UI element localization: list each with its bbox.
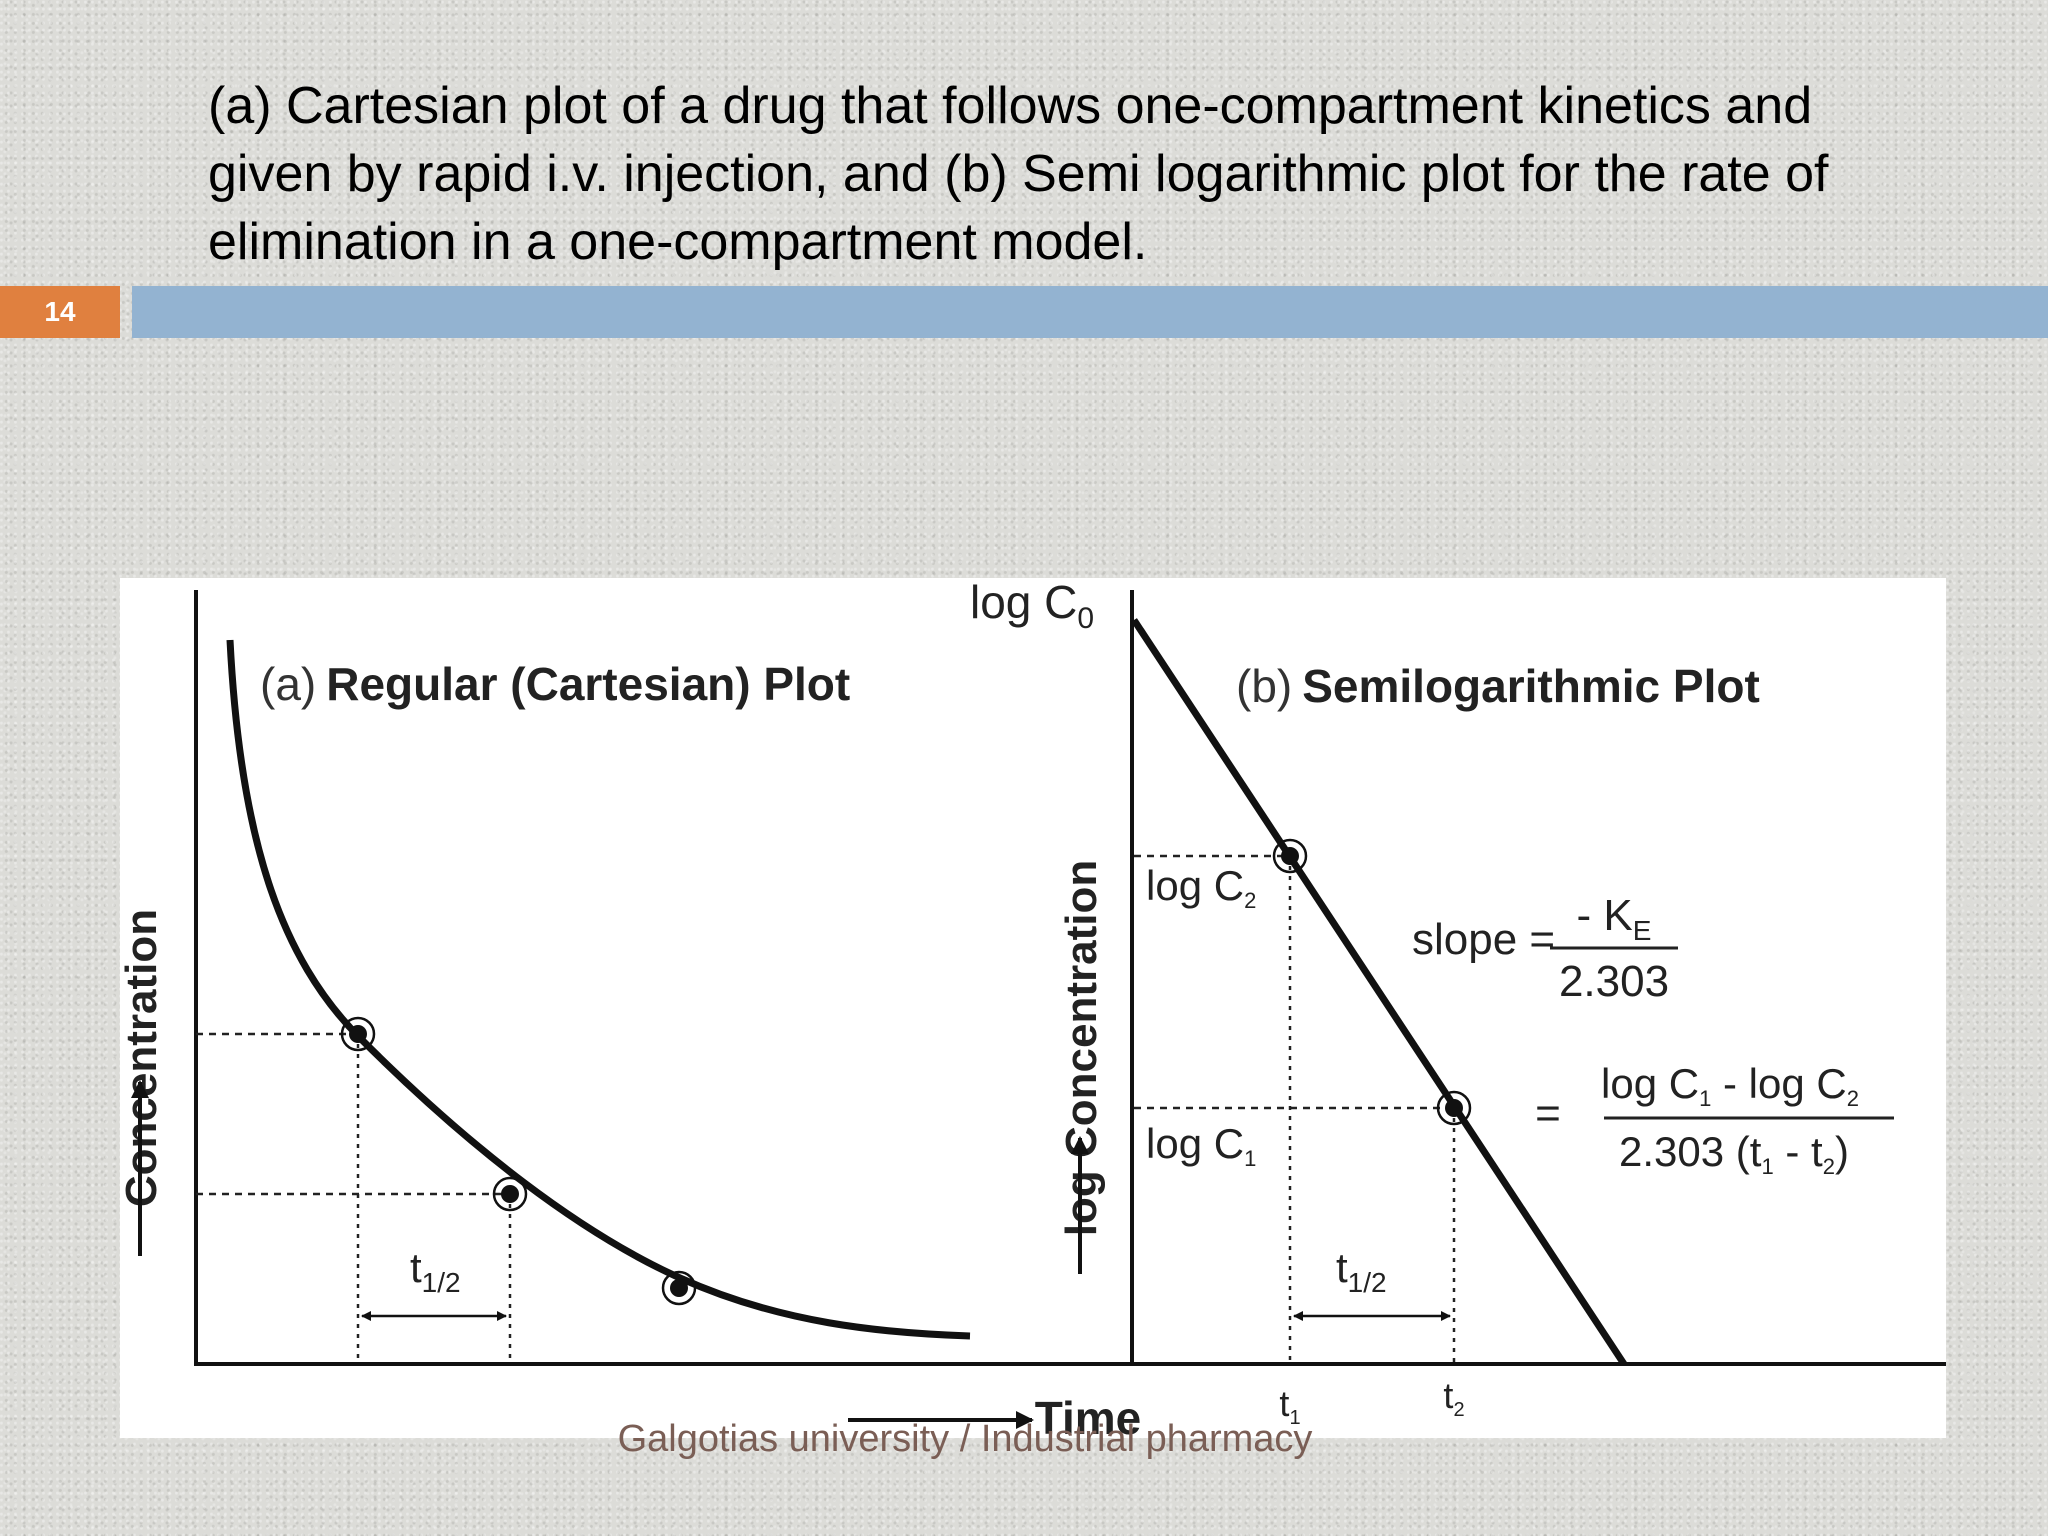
panel-b-t1-label: t1	[1279, 1383, 1300, 1429]
panel-b-title: (b) Semilogarithmic Plot	[1236, 660, 1760, 712]
title-divider-bar	[132, 286, 2048, 338]
slide-number: 14	[0, 286, 120, 338]
kinetics-figure-svg: t1/2 (a) Regular (Cartesian) Plot Concent…	[120, 578, 1946, 1438]
panel-b-log-c1-label: log C1	[1146, 1120, 1256, 1171]
slope-denominator: 2.303	[1559, 957, 1669, 1006]
panel-a-decay-curve	[226, 639, 971, 1340]
kinetics-figure: t1/2 (a) Regular (Cartesian) Plot Concent…	[120, 578, 1946, 1438]
slope-label: slope =	[1412, 915, 1555, 964]
panel-a-title: (a) Regular (Cartesian) Plot	[260, 658, 850, 710]
footer-text: Galgotias university / Industrial pharma…	[617, 1418, 1313, 1460]
panel-b-log-c0-label: log C0	[970, 578, 1094, 635]
panel-b-half-life-label: t1/2	[1336, 1244, 1387, 1298]
panel-b-point-c2	[1272, 838, 1308, 874]
panel-b-log-c2-label: log C2	[1146, 862, 1256, 913]
x-axis-label: Time	[1035, 1392, 1142, 1438]
panel-a-y-axis-label: Concentration	[120, 909, 166, 1207]
panel-b-point-c1	[1436, 1090, 1472, 1126]
panel-a-point-2	[492, 1176, 528, 1212]
slope-numerator: - KE	[1577, 891, 1652, 946]
formula-numerator: log C1 - log C2	[1601, 1060, 1859, 1111]
formula-denominator: 2.303 (t1 - t2)	[1619, 1128, 1849, 1179]
slide-title: (a) Cartesian plot of a drug that follow…	[208, 77, 1829, 271]
panel-a-half-life-label: t1/2	[410, 1244, 461, 1298]
panel-a-point-3	[661, 1270, 697, 1306]
panel-a-point-1	[340, 1016, 376, 1052]
panel-b-t2-label: t2	[1443, 1375, 1464, 1421]
formula-equals-sign: =	[1535, 1089, 1561, 1138]
panel-b-elimination-line	[1131, 618, 1627, 1366]
